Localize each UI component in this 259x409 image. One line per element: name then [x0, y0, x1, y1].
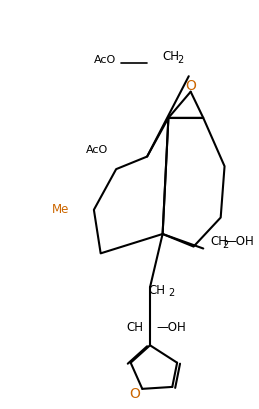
Text: CH: CH: [126, 321, 143, 335]
Text: CH: CH: [148, 283, 165, 297]
Text: CH: CH: [163, 50, 179, 63]
Text: 2: 2: [223, 240, 229, 249]
Text: O: O: [185, 79, 196, 93]
Text: Me: Me: [52, 203, 70, 216]
Text: 2: 2: [177, 55, 183, 65]
Text: AcO: AcO: [93, 55, 116, 65]
Text: 2: 2: [168, 288, 175, 298]
Text: —OH: —OH: [225, 235, 254, 248]
Text: CH: CH: [210, 235, 227, 248]
Text: O: O: [129, 387, 140, 401]
Text: —OH: —OH: [157, 321, 186, 335]
Text: AcO: AcO: [86, 145, 109, 155]
